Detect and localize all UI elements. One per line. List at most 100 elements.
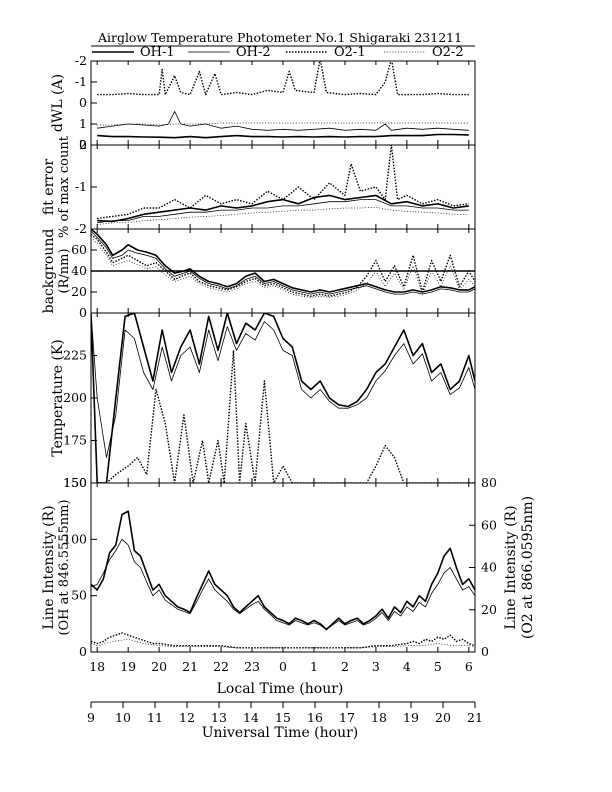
y2label2-intensity: (O2 at 866.0595nm) bbox=[520, 496, 536, 639]
local-time-tick-label: 0 bbox=[279, 659, 287, 674]
ylabel2-bg: (R/nm) bbox=[57, 248, 72, 293]
local-time-tick-label: 20 bbox=[151, 659, 167, 674]
series-fit-o2-1 bbox=[97, 145, 469, 220]
ytick-label-bg: 0 bbox=[79, 305, 87, 320]
ytick-label-intensity: 150 bbox=[63, 475, 87, 490]
ut-tick-label: 11 bbox=[147, 710, 163, 725]
y2label-intensity: Line Intensity (R) bbox=[503, 505, 519, 629]
series-intensity-oh-1 bbox=[91, 510, 475, 631]
ylabel-dwl: dWL (A) bbox=[50, 74, 66, 132]
legend: OH-1 OH-2 O2-1 O2-2 bbox=[91, 45, 475, 60]
series-fit-oh-1 bbox=[97, 194, 469, 223]
y2tick-label-intensity: 0 bbox=[481, 644, 489, 659]
series-intensity-o2-1 bbox=[91, 632, 475, 649]
ylabel-fit: fit error bbox=[41, 159, 57, 216]
local-time-tick-label: 3 bbox=[372, 659, 380, 674]
series-temp-oh-2 bbox=[91, 313, 475, 458]
panel-frame-dwl bbox=[90, 60, 476, 146]
local-time-tick-label: 2 bbox=[341, 659, 349, 674]
series-bg-o2-1 bbox=[91, 233, 475, 297]
ytick-label-dwl: 2 bbox=[79, 137, 87, 152]
panel-frame-intensity bbox=[90, 482, 476, 653]
y2tick-label-intensity: 20 bbox=[481, 602, 497, 617]
ylabel-bg: background bbox=[41, 229, 57, 314]
series-dwl-o2-1 bbox=[97, 61, 469, 96]
local-time-tick-label: 19 bbox=[120, 659, 136, 674]
panel-dwl: -2 -1 0 1 2 dWL (A) bbox=[50, 53, 476, 152]
ytick-label-temp: 175 bbox=[63, 433, 87, 448]
ut-tick-label: 20 bbox=[435, 710, 451, 725]
ut-tick-label: 17 bbox=[339, 710, 355, 725]
y2tick-label-intensity: 40 bbox=[481, 560, 497, 575]
ut-tick-label: 19 bbox=[403, 710, 419, 725]
ytick-label-dwl: -2 bbox=[75, 53, 87, 68]
ut-tick-label: 14 bbox=[243, 710, 259, 725]
local-time-tick-label: 21 bbox=[182, 659, 198, 674]
ytick-label-fit: -1 bbox=[75, 179, 87, 194]
series-bg-oh-1 bbox=[91, 229, 475, 293]
universal-time-axis: Universal Time (hour) 9 10 11 12 13 14 15 16 17 1… bbox=[87, 701, 483, 741]
ut-tick-label: 9 bbox=[87, 710, 95, 725]
series-group-temp bbox=[91, 313, 475, 483]
ytick-label-intensity: 100 bbox=[63, 531, 87, 546]
local-time-tick-label: 6 bbox=[465, 659, 473, 674]
series-group-fit bbox=[97, 145, 469, 226]
ytick-label-intensity: 0 bbox=[79, 644, 87, 659]
y2tick-label-intensity: 80 bbox=[481, 475, 497, 490]
ytick-label-bg: 20 bbox=[71, 284, 87, 299]
local-time-tick-label: 5 bbox=[434, 659, 442, 674]
ytick-label-temp: 150 bbox=[63, 475, 87, 490]
local-time-tick-label: 23 bbox=[244, 659, 260, 674]
ytick-label-fit: 0 bbox=[79, 137, 87, 152]
series-fit-o2-2 bbox=[97, 206, 469, 226]
ut-tick-label: 12 bbox=[179, 710, 195, 725]
local-time-tick-label: 4 bbox=[403, 659, 411, 674]
ut-tick-label: 21 bbox=[467, 710, 483, 725]
legend-label-o2-2: O2-2 bbox=[432, 45, 464, 60]
series-bg-oh-2 bbox=[91, 230, 475, 295]
legend-label-o2-1: O2-1 bbox=[334, 45, 366, 60]
ytick-label-bg: 60 bbox=[71, 242, 87, 257]
series-intensity-oh-2 bbox=[91, 538, 475, 630]
ylabel2-fit: % of max count bbox=[57, 135, 72, 238]
ut-tick-label: 13 bbox=[211, 710, 227, 725]
series-intensity-o2-2 bbox=[91, 638, 475, 649]
ut-tick-label: 15 bbox=[275, 710, 291, 725]
series-group-intensity bbox=[91, 510, 475, 649]
chart-title: Airglow Temperature Photometer No.1 Shig… bbox=[97, 30, 462, 45]
ylabel-temp: Temperature (K) bbox=[50, 339, 66, 457]
series-temp-o2-1 bbox=[97, 349, 475, 483]
ytick-label-dwl: -1 bbox=[75, 74, 87, 89]
series-bg-o2-2 bbox=[91, 237, 475, 298]
ytick-label-temp: 225 bbox=[63, 348, 87, 363]
series-dwl-oh-1 bbox=[97, 133, 469, 139]
series-dwl-oh-2 bbox=[97, 111, 469, 131]
ylabel2-intensity: (OH at 846.5555nm) bbox=[57, 499, 72, 635]
local-time-tick-label: 1 bbox=[310, 659, 318, 674]
local-time-tick-label: 22 bbox=[213, 659, 229, 674]
series-temp-oh-1 bbox=[91, 313, 475, 483]
series-group-bg bbox=[91, 229, 475, 298]
ytick-label-dwl: 1 bbox=[79, 116, 87, 131]
panels: -2 -1 0 1 2 dWL (A) -2 -1 0 fit error% of max cou… bbox=[41, 53, 536, 659]
panel-fit: -2 -1 0 fit error% of max count bbox=[41, 135, 476, 238]
ytick-label-bg: 40 bbox=[71, 263, 87, 278]
local-time-axis: Local Time (hour) 18 19 20 21 22 23 0 1 2 3 4 5 6 bbox=[89, 659, 473, 697]
universal-time-axis-label: Universal Time (hour) bbox=[202, 725, 359, 741]
ytick-label-dwl: 0 bbox=[79, 95, 87, 110]
ytick-label-intensity: 50 bbox=[71, 588, 87, 603]
local-time-tick-label: 18 bbox=[89, 659, 105, 674]
ut-tick-label: 10 bbox=[115, 710, 131, 725]
panel-bg: 0 20 40 60 background (R/nm) bbox=[41, 228, 476, 320]
series-fit-oh-2 bbox=[97, 199, 469, 224]
ylabel-intensity: Line Intensity (R) bbox=[41, 505, 57, 629]
local-time-axis-label: Local Time (hour) bbox=[217, 681, 344, 697]
series-group-dwl bbox=[97, 61, 469, 139]
legend-label-oh-2: OH-2 bbox=[236, 45, 271, 60]
legend-label-oh-1: OH-1 bbox=[140, 45, 175, 60]
ut-tick-label: 18 bbox=[371, 710, 387, 725]
ut-tick-label: 16 bbox=[307, 710, 323, 725]
ytick-label-temp: 200 bbox=[63, 390, 87, 405]
